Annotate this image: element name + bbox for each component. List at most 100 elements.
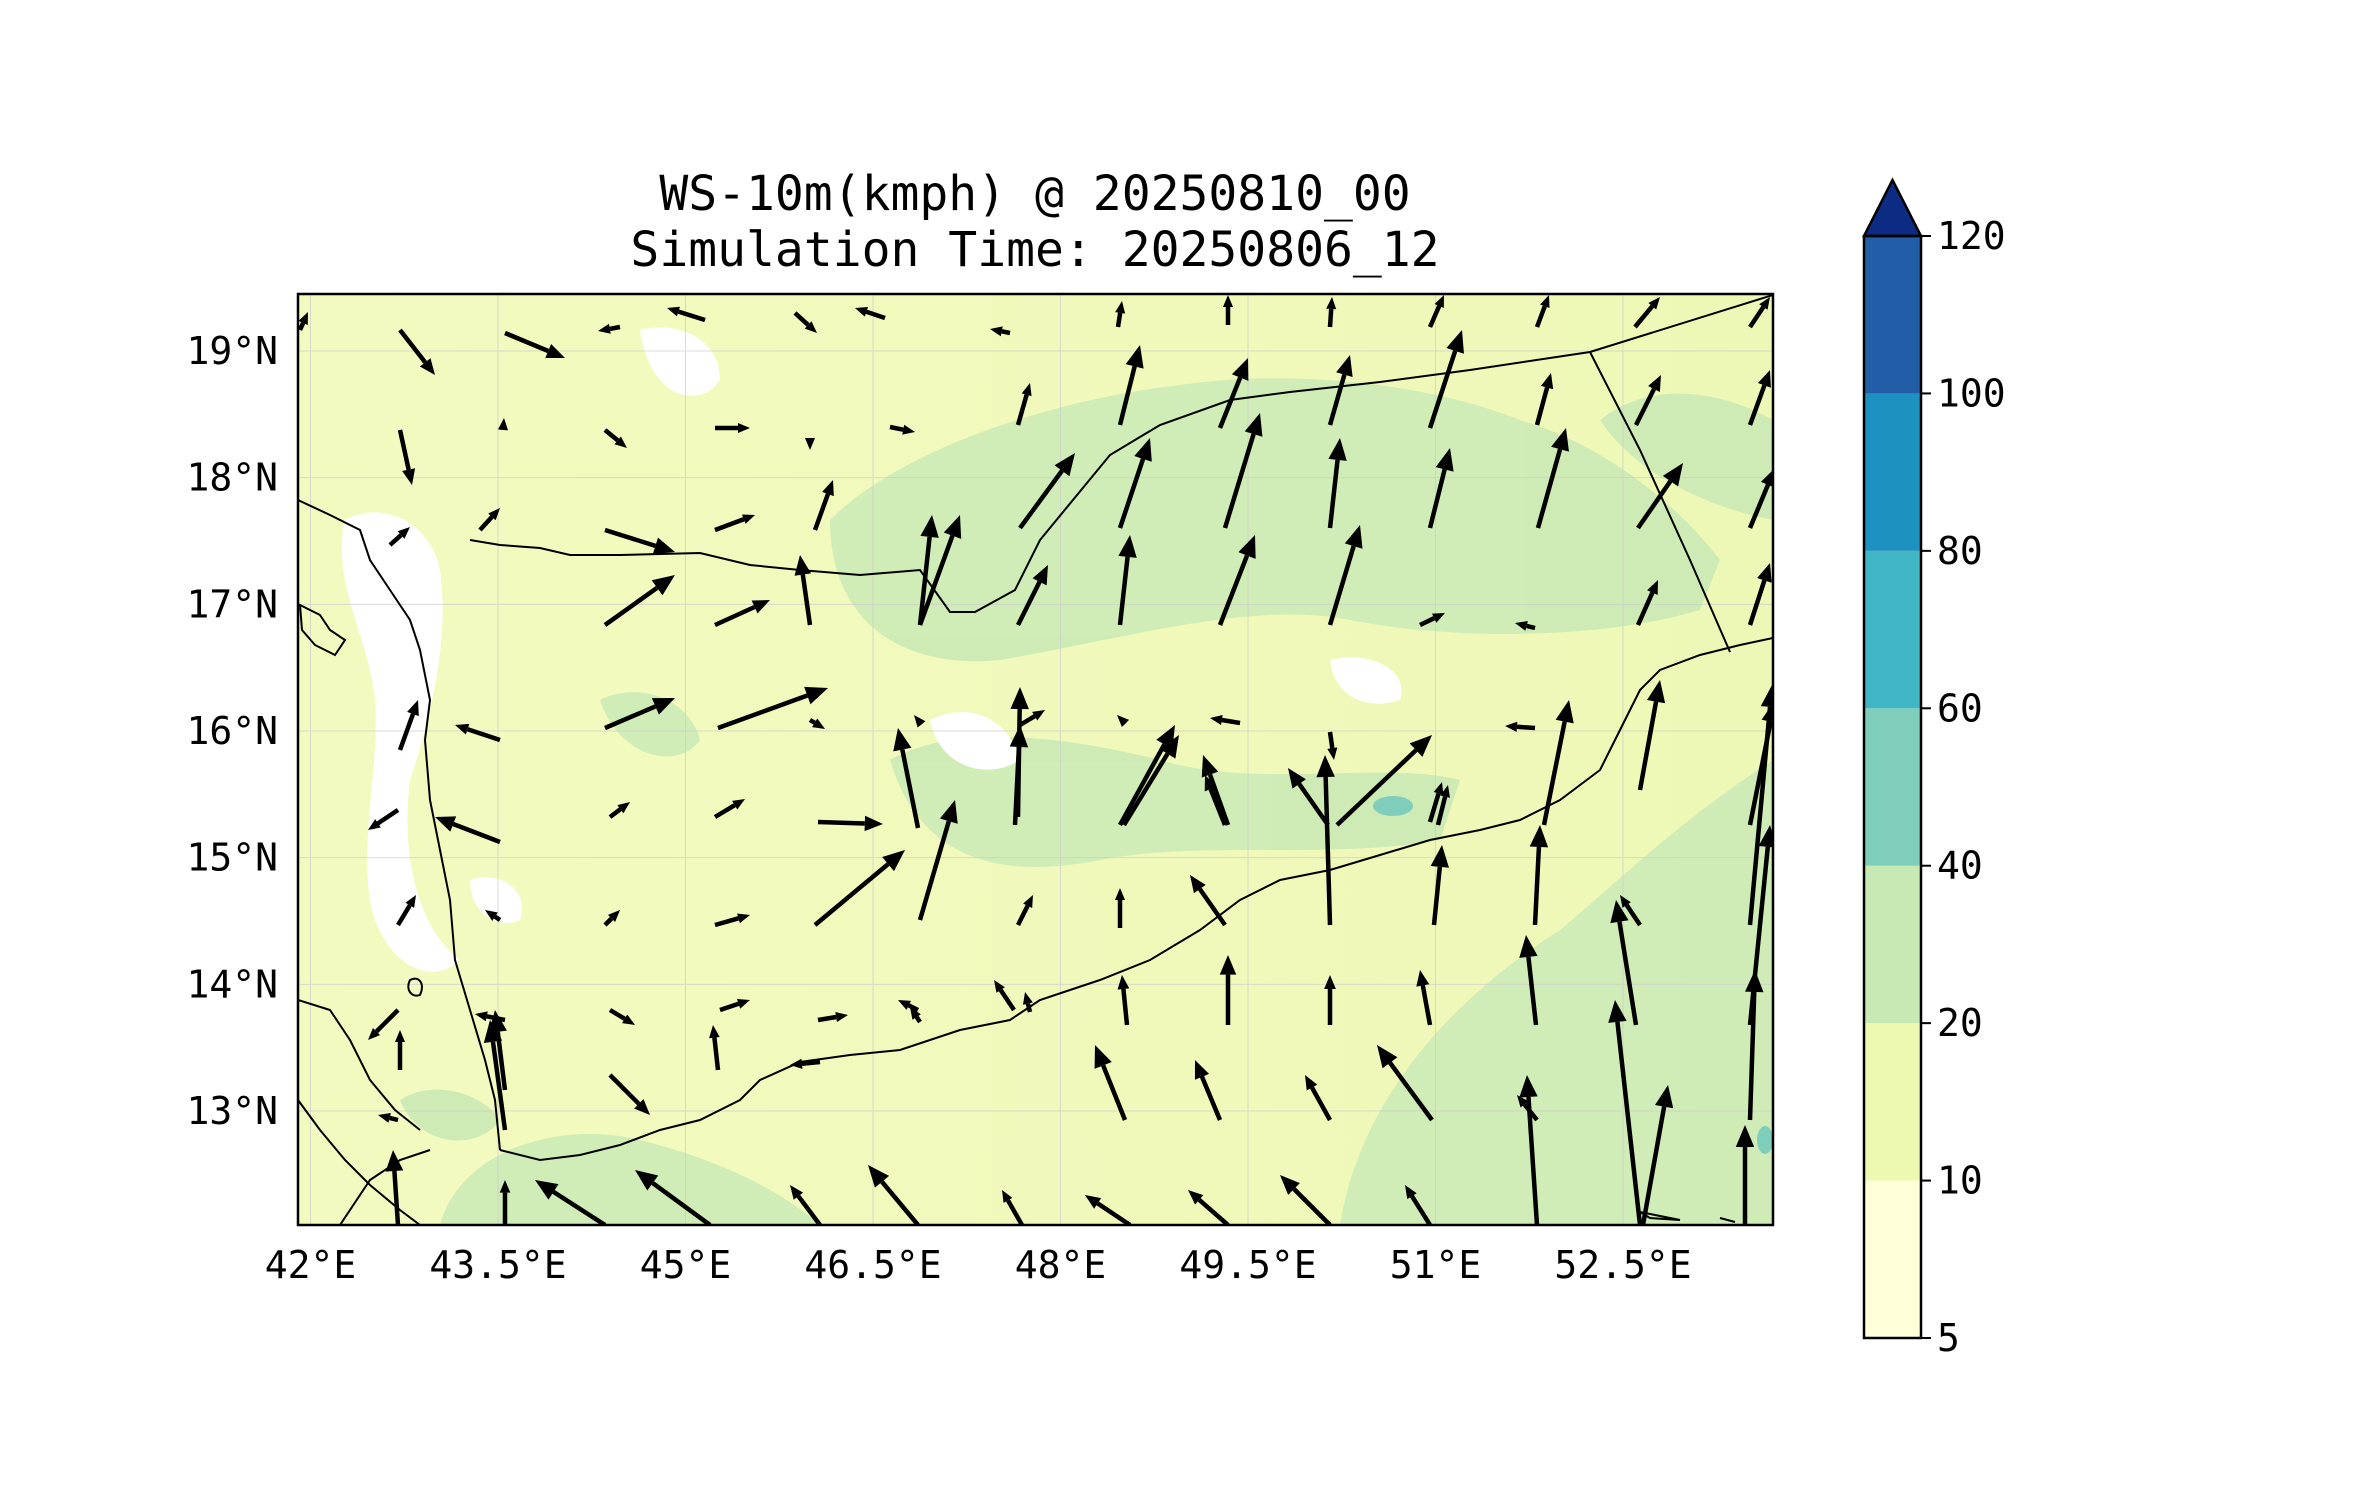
map-title-line2: Simulation Time: 20250806_12 <box>630 222 1439 278</box>
wind-vector <box>394 1030 406 1070</box>
lon-tick-label: 43.5°E <box>429 1243 566 1287</box>
wind-vector <box>1115 301 1126 328</box>
wind-vector <box>714 514 755 533</box>
wind-vector <box>1335 735 1432 827</box>
colorbar-tick-label: 80 <box>1937 529 1983 573</box>
wind-vector <box>917 800 958 921</box>
wind-vector <box>1640 1085 1674 1225</box>
wind-vector <box>1316 755 1335 926</box>
wind-vector <box>1324 975 1336 1025</box>
wind-vector <box>817 815 883 832</box>
lat-tick-label: 18°N <box>186 456 278 500</box>
red-sea-coast-west <box>298 999 421 1131</box>
map-panel <box>298 294 1773 1225</box>
colorbar-segment <box>1864 1180 1921 1338</box>
wind-vector <box>396 895 416 927</box>
colorbar-extend-triangle <box>1861 177 1924 238</box>
colorbar-tick-label: 40 <box>1937 844 1983 888</box>
wind-vector <box>1620 895 1642 927</box>
wind-vector <box>1427 448 1454 529</box>
wind-vector <box>1217 535 1256 626</box>
wind-vector <box>1405 1185 1432 1225</box>
wind-vector <box>603 575 675 627</box>
wind-vector <box>504 330 565 359</box>
gulf-of-aden-coast <box>499 637 1773 1162</box>
wind-vector <box>368 1008 400 1040</box>
wind-vector <box>1327 438 1347 529</box>
wind-vector <box>1430 845 1450 926</box>
wind-vector <box>1541 700 1574 826</box>
wind-vectors <box>298 295 1773 1225</box>
wind-vector <box>1018 453 1075 530</box>
wind-vector <box>435 816 501 845</box>
wind-vector <box>1636 463 1683 530</box>
wind-vector <box>298 312 308 331</box>
wind-speed-40-60-fill <box>1373 796 1773 1154</box>
colorbar-segment <box>1864 393 1921 551</box>
wind-vector <box>1505 721 1536 732</box>
wind-vector <box>1419 613 1445 628</box>
red-sea-island-2 <box>407 977 423 997</box>
wind-vector <box>1747 563 1772 626</box>
colorbar-tick-label: 10 <box>1937 1159 1983 1203</box>
wind-vector <box>1194 1060 1223 1121</box>
wind-vector <box>1633 375 1661 427</box>
lat-tick-label: 17°N <box>186 582 278 626</box>
wind-vector <box>793 311 817 333</box>
latitude-axis: 19°N 18°N 17°N 16°N 15°N 14°N 13°N <box>186 329 278 1133</box>
wind-vector <box>535 1180 607 1225</box>
lat-tick-label: 19°N <box>186 329 278 373</box>
wind-vector <box>1416 970 1433 1026</box>
wind-vector <box>485 910 502 922</box>
wind-vector <box>478 508 500 532</box>
wind-vector <box>603 910 620 927</box>
colorbar-segment <box>1864 865 1921 1024</box>
wind-vector <box>1222 295 1234 325</box>
wind-vector <box>1015 383 1032 426</box>
wind-vector <box>812 480 834 531</box>
wind-vector <box>1117 715 1130 728</box>
wind-vector <box>608 1008 635 1025</box>
colorbar-frame <box>1862 234 1923 1340</box>
wind-vector <box>1633 297 1660 329</box>
lon-tick-label: 45°E <box>640 1243 732 1287</box>
wind-vector <box>914 715 926 728</box>
wind-vector <box>1635 580 1658 626</box>
red-sea-island-1 <box>298 603 347 657</box>
wind-vector <box>388 527 410 547</box>
wind-vector <box>604 698 675 731</box>
wind-vector <box>994 980 1016 1012</box>
wind-vector <box>608 802 630 819</box>
wind-vector <box>1519 1075 1540 1225</box>
wind-vector <box>1327 731 1338 760</box>
wind-vector <box>917 515 939 626</box>
lon-tick-label: 48°E <box>1015 1243 1107 1287</box>
wind-vector <box>917 515 962 626</box>
wind-vector <box>1610 900 1639 1026</box>
colorbar-segment <box>1864 236 1921 394</box>
colorbar-segment <box>1864 550 1921 709</box>
wind-vector <box>385 1150 404 1225</box>
wind-vector <box>1427 330 1464 429</box>
wind-vector <box>1015 895 1033 927</box>
wind-vector <box>1210 715 1241 726</box>
wind-vector <box>1745 970 1764 1121</box>
wind-vector <box>1018 710 1045 727</box>
wind-vector <box>1529 825 1549 926</box>
wind-vector <box>713 799 745 819</box>
wind-vector <box>397 429 416 485</box>
wind-vector <box>1519 935 1539 1026</box>
wind-vector <box>714 600 770 628</box>
map-frame <box>296 292 1775 1227</box>
lon-tick-label: 49.5°E <box>1179 1243 1316 1287</box>
wind-vector <box>1747 370 1771 426</box>
wind-vector <box>1188 1190 1230 1225</box>
wind-vector <box>604 527 675 555</box>
wind-vector <box>709 1025 721 1071</box>
wind-vector <box>719 999 750 1013</box>
wind-vector <box>1637 680 1666 791</box>
wind-vector <box>1377 1045 1434 1122</box>
wind-vector <box>1117 345 1144 426</box>
lat-tick-label: 16°N <box>186 709 278 753</box>
